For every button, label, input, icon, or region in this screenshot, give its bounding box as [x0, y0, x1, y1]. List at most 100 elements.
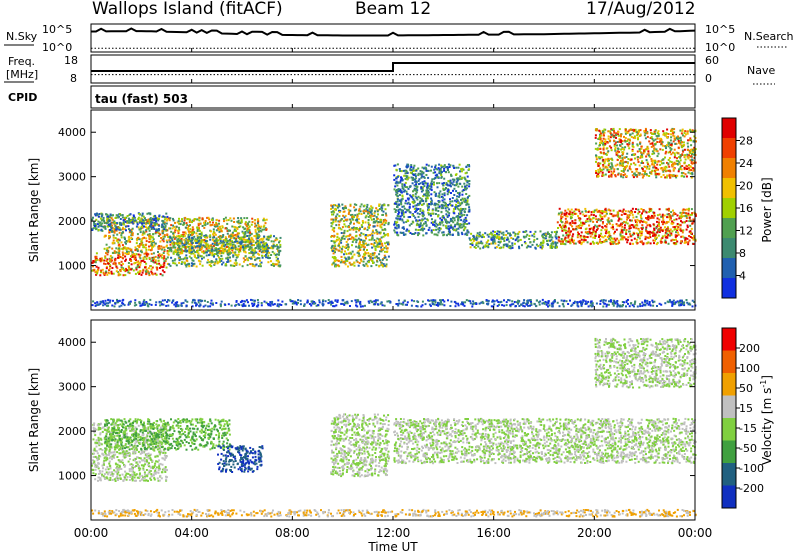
scatter-cell [125, 247, 128, 250]
scatter-cell [559, 225, 562, 228]
scatter-cell [243, 217, 246, 220]
scatter-cell [618, 217, 621, 220]
scatter-cell [330, 204, 333, 207]
scatter-cell [182, 234, 184, 236]
nsearch-label: N.Search [744, 30, 794, 43]
scatter-cell [120, 236, 123, 239]
scatter-cell [453, 225, 456, 228]
scatter-cell [159, 240, 162, 243]
scatter-cell [398, 203, 401, 206]
scatter-cell [365, 242, 367, 245]
scatter-cell [498, 237, 501, 240]
scatter-cell [401, 187, 404, 189]
scatter-cell [268, 257, 271, 259]
scatter-cell [457, 208, 460, 211]
scatter-cell [334, 217, 337, 220]
scatter-cell [423, 193, 426, 196]
scatter-cell [168, 219, 171, 222]
scatter-cell [578, 210, 581, 213]
scatter-cell [229, 256, 231, 259]
scatter-cell [182, 223, 185, 226]
scatter-cell [634, 211, 637, 213]
scatter-cell [237, 217, 240, 219]
scatter-cell [195, 265, 198, 268]
scatter-cell [162, 220, 165, 223]
scatter-cell [345, 240, 348, 243]
scatter-cell [137, 226, 140, 229]
scatter-cell [431, 178, 434, 181]
scatter-cell [612, 237, 615, 240]
scatter-cell [653, 211, 656, 214]
scatter-cell [118, 252, 121, 255]
scatter-cell [373, 212, 376, 215]
scatter-cell [219, 238, 222, 241]
scatter-cell [124, 247, 127, 250]
scatter-cell [584, 210, 587, 213]
scatter-cell [242, 247, 245, 250]
scatter-cell [414, 204, 417, 207]
scatter-cell [170, 248, 173, 251]
scatter-cell [103, 220, 106, 223]
scatter-cell [421, 170, 423, 173]
scatter-cell [650, 160, 653, 163]
scatter-cell [335, 224, 338, 227]
power-scatter [91, 127, 697, 308]
scatter-cell [674, 154, 677, 157]
scatter-cell [528, 238, 531, 240]
scatter-cell [578, 227, 581, 229]
scatter-cell [191, 221, 193, 224]
scatter-cell [150, 270, 153, 273]
scatter-cell [153, 219, 156, 221]
scatter-cell [100, 225, 103, 228]
scatter-cell [118, 226, 121, 229]
scatter-cell [125, 240, 128, 242]
scatter-cell [279, 236, 282, 239]
scatter-cell [656, 231, 659, 234]
scatter-cell [178, 247, 181, 250]
scatter-cell [549, 244, 552, 247]
scatter-cell [175, 242, 178, 245]
scatter-cell [145, 248, 148, 251]
scatter-cell [256, 218, 259, 221]
scatter-cell [184, 250, 187, 253]
scatter-cell [379, 238, 382, 241]
scatter-cell [401, 226, 404, 229]
scatter-cell [446, 220, 449, 223]
scatter-cell [143, 222, 146, 225]
scatter-cell [645, 242, 648, 245]
scatter-cell [259, 243, 262, 246]
scatter-cell [468, 180, 471, 182]
scatter-cell [664, 236, 667, 239]
scatter-cell [673, 212, 676, 215]
scatter-cell [202, 252, 205, 255]
scatter-cell [173, 226, 176, 228]
scatter-cell [250, 257, 252, 260]
scatter-cell [517, 236, 520, 239]
scatter-cell [362, 255, 365, 258]
scatter-cell [586, 241, 589, 244]
scatter-cell [369, 211, 372, 214]
scatter-cell [409, 171, 412, 174]
scatter-cell [599, 162, 602, 165]
scatter-cell [117, 247, 120, 250]
scatter-cell [632, 216, 635, 219]
scatter-cell [566, 220, 569, 223]
scatter-cell [445, 202, 447, 205]
scatter-cell [664, 226, 666, 229]
scatter-cell [583, 239, 586, 242]
scatter-cell [330, 211, 333, 214]
scatter-cell [199, 236, 202, 238]
scatter-cell [93, 268, 96, 271]
scatter-cell [109, 258, 112, 261]
scatter-cell [124, 252, 127, 255]
scatter-cell [157, 228, 160, 230]
scatter-cell [199, 248, 202, 251]
scatter-cell [694, 161, 697, 164]
scatter-cell [334, 204, 337, 207]
scatter-cell [158, 232, 161, 235]
scatter-cell [163, 262, 166, 264]
scatter-cell [356, 213, 359, 216]
scatter-cell [457, 185, 460, 188]
scatter-cell [343, 216, 346, 219]
